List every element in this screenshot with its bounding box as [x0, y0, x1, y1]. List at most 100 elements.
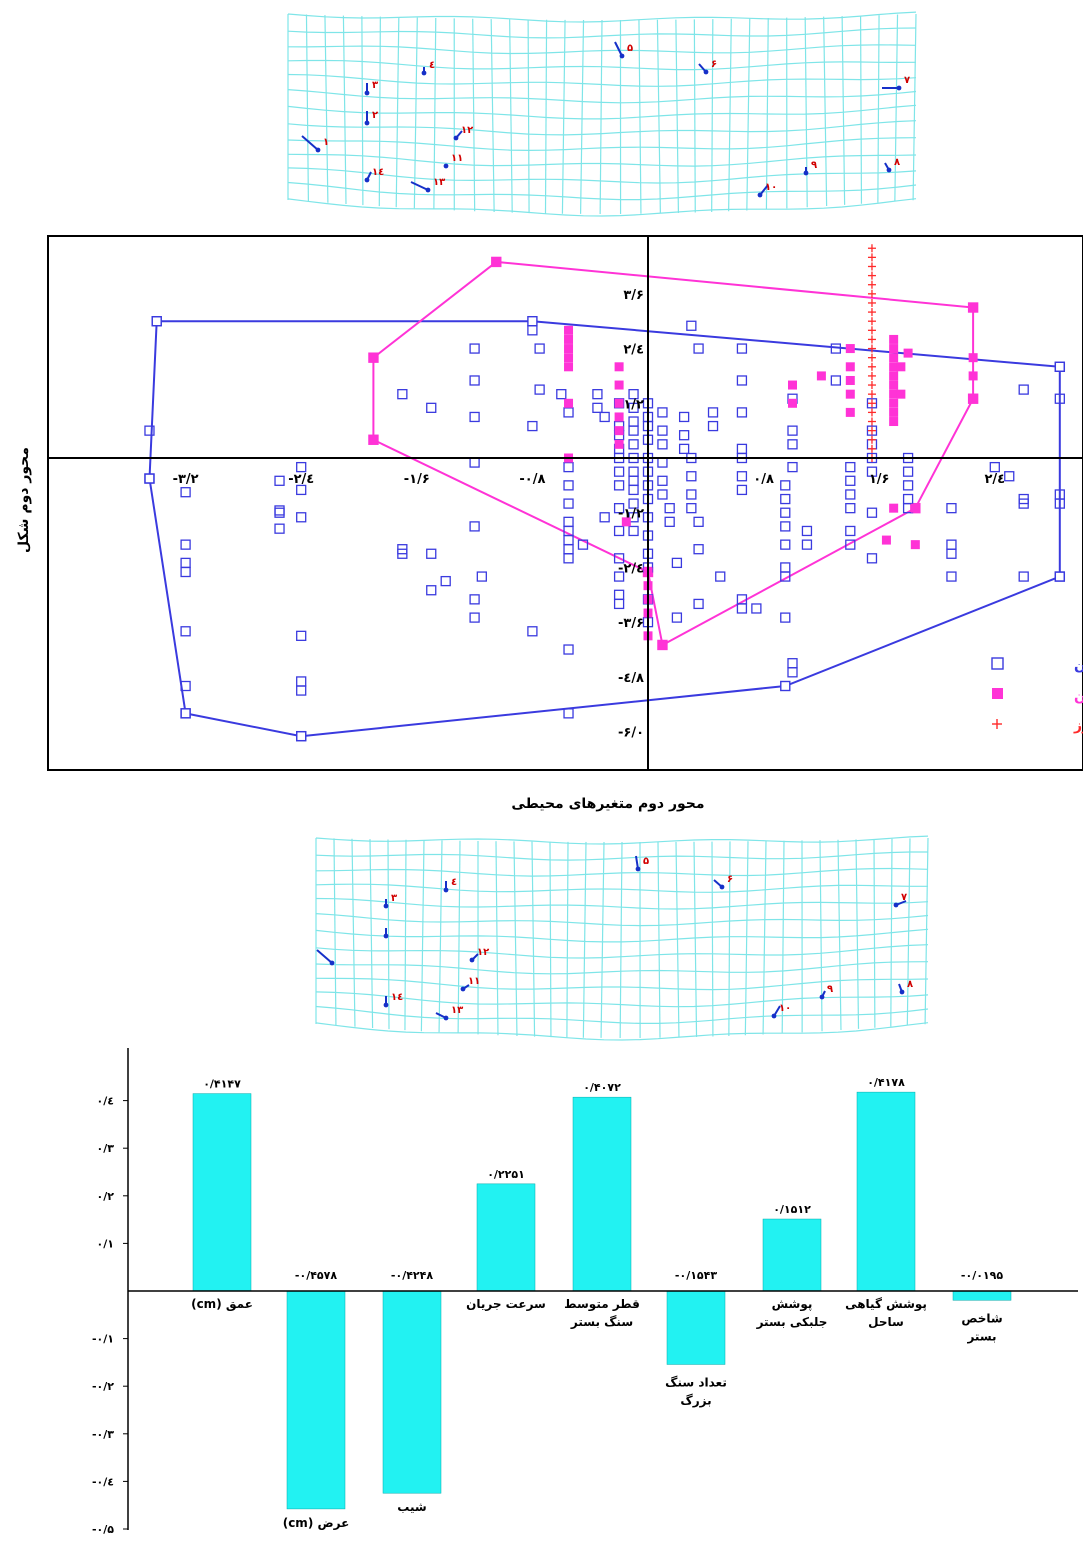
landmark-point: [460, 986, 466, 992]
data-point: [686, 471, 697, 482]
data-point: [469, 612, 480, 623]
landmark-vector: [301, 135, 319, 151]
landmark-point: [771, 1013, 777, 1019]
bar-chart: ۰/۴۱۴۷ -۰/۴۵۷۸ -۰/۴۲۴۸ ۰/۲۲۵۱ ۰/۴۰۷۲ -۰/۱۵۴۳ ۰…: [92, 1048, 1078, 1536]
data-point: [715, 571, 726, 582]
landmark-point: [425, 187, 431, 193]
data-point: [751, 603, 762, 614]
data-point: [657, 407, 668, 418]
x-tick-label: -۲/٤: [288, 472, 314, 487]
scatter-chart: -۳/۲ -۲/٤ -۱/۶ -۰/۸ ۰/۸ ۱/۶ ۲/٤ ۳/۶ ۲/٤ ۱/۲ -۱/۲ -…: [16, 235, 1083, 812]
data-point: [657, 439, 668, 450]
data-point: [469, 343, 480, 354]
bar-y-tick-label: ۰/٤: [97, 1095, 114, 1108]
data-point: [151, 316, 162, 327]
data-point: [946, 571, 957, 582]
data-point: [867, 244, 876, 253]
bar: [666, 1290, 726, 1365]
landmark-number: ۱٤: [372, 167, 384, 178]
data-point: [866, 466, 878, 477]
bar-value-label: ۰/۱۵۱۲: [773, 1203, 811, 1216]
data-point: [563, 708, 574, 719]
data-point: [296, 512, 307, 523]
landmark-number: ۶: [727, 874, 733, 885]
data-point: [564, 325, 574, 335]
grid-line-h: [315, 928, 929, 943]
data-point: [469, 411, 480, 423]
deformation-grid-bottom: ۳ ٤ ۵ ۶ ۷ ۸ ۹ ۱۰ ۱۱ ۱۲ ۱۳ ۱٤: [315, 835, 929, 1041]
landmark-number: ۷: [901, 892, 907, 903]
data-point: [599, 411, 610, 423]
data-point: [534, 384, 545, 395]
grid-line-v: [837, 839, 842, 1031]
landmark-point: [421, 70, 427, 76]
data-point: [678, 411, 690, 423]
landmark-number: ۱۱: [468, 976, 480, 987]
data-point: [889, 398, 899, 408]
grid-line-v: [561, 19, 566, 214]
data-point: [440, 575, 451, 587]
data-point: [664, 503, 675, 514]
landmark-point: [443, 1015, 449, 1021]
grid-line-v: [395, 17, 400, 208]
grid-line-h: [287, 153, 917, 167]
grid-line-h: [287, 73, 917, 87]
landmark-point: [329, 960, 335, 966]
data-point: [657, 425, 668, 436]
landmark-number: ٤: [451, 877, 457, 888]
data-point: [889, 407, 899, 417]
data-point: [563, 461, 574, 473]
data-point: [180, 566, 191, 578]
data-point: [628, 512, 639, 523]
data-point: [491, 257, 501, 267]
grid-line-h: [287, 27, 917, 39]
data-point: [736, 375, 748, 386]
data-point: [867, 362, 876, 371]
grid-line-v: [513, 841, 518, 1037]
data-point: [621, 517, 631, 527]
data-point: [592, 389, 603, 400]
landmark-point: [315, 147, 321, 153]
bar-category-label: ساحل: [868, 1315, 904, 1329]
grid-line-v: [420, 840, 425, 1032]
data-point: [946, 503, 957, 514]
landmark-point: [893, 902, 899, 908]
data-point: [180, 680, 191, 692]
data-point: [816, 371, 826, 381]
data-point: [613, 571, 625, 582]
data-point: [867, 253, 876, 262]
grid-line-v: [351, 838, 356, 1027]
hull-vertex-point: [180, 708, 191, 719]
data-point: [296, 484, 307, 496]
data-point: [867, 417, 876, 426]
landmark-point: [453, 135, 459, 141]
landmark-point: [443, 163, 449, 169]
data-point: [845, 389, 855, 399]
bar-y-tick-label: ۰/۱: [97, 1237, 114, 1250]
landmark-point: [383, 903, 389, 909]
landmark-point: [703, 69, 709, 75]
grid-line-h: [287, 198, 917, 217]
grid-line-h: [315, 897, 929, 910]
grid-line-v: [566, 841, 569, 1038]
hull-vertex-point: [1054, 571, 1066, 582]
bar-value-label: -۰/۴۵۷۸: [295, 1269, 337, 1282]
bar-value-label: -۰/۱۵۴۳: [675, 1269, 717, 1282]
grid-line-v: [324, 15, 329, 203]
grid-line-v: [894, 14, 899, 202]
data-point: [889, 353, 899, 363]
data-point: [736, 343, 748, 354]
grid-line-h: [315, 991, 929, 1008]
landmark-number: ۷: [904, 75, 910, 86]
bar-category-label: سرعت جریان: [466, 1297, 546, 1311]
legend-marker: [992, 719, 1002, 729]
data-point: [801, 525, 813, 537]
landmark-vector: [614, 41, 623, 57]
y-tick-label: -٤/۸: [618, 671, 644, 686]
data-point: [736, 484, 748, 496]
data-point: [787, 439, 798, 450]
data-point: [889, 371, 899, 381]
data-point: [1004, 471, 1015, 482]
data-point: [628, 498, 639, 509]
